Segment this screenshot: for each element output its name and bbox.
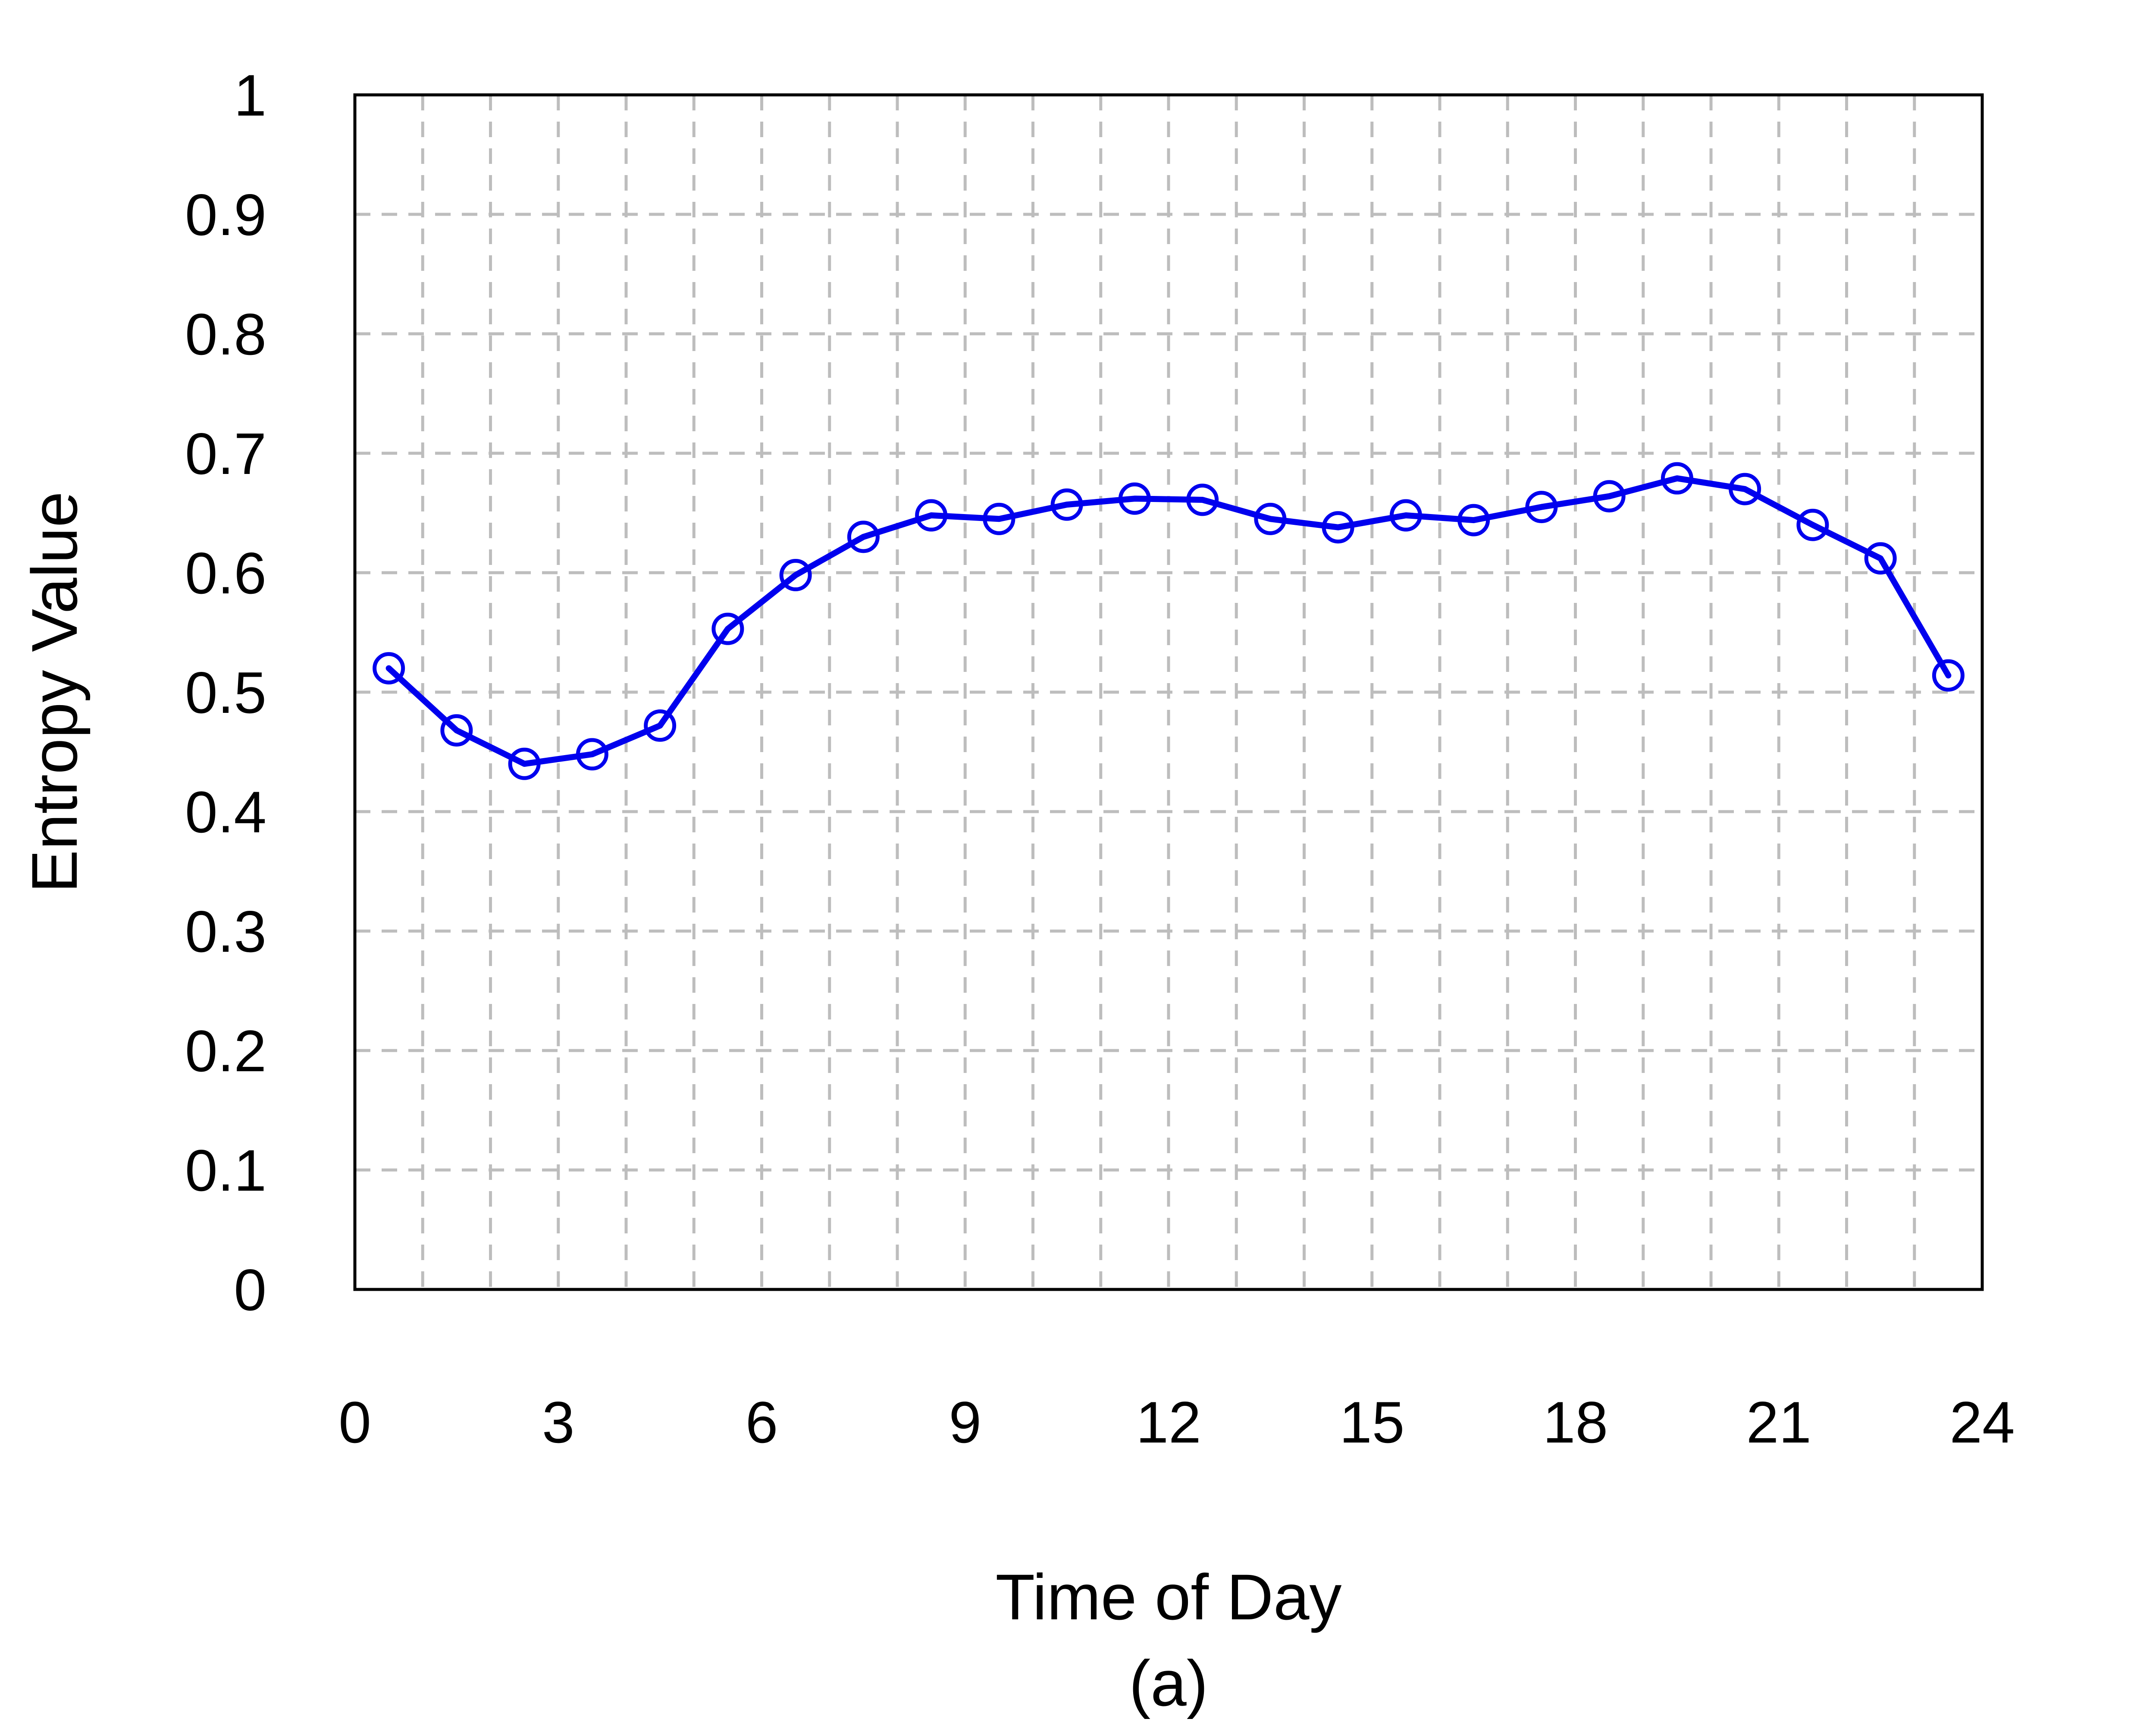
x-tick-label: 24 bbox=[1949, 1389, 2015, 1455]
y-tick-label: 0.2 bbox=[185, 1018, 266, 1084]
x-tick-label: 0 bbox=[338, 1389, 371, 1455]
data-point bbox=[1796, 508, 1829, 541]
y-tick-label: 0.7 bbox=[185, 421, 266, 486]
x-tick-label: 3 bbox=[542, 1389, 575, 1455]
data-point bbox=[1389, 499, 1422, 532]
y-tick-label: 0.1 bbox=[185, 1138, 266, 1203]
data-point bbox=[576, 738, 608, 771]
data-point bbox=[1457, 504, 1490, 536]
x-tick-label: 12 bbox=[1136, 1389, 1201, 1455]
y-tick-label: 0.9 bbox=[185, 182, 266, 248]
data-point bbox=[1593, 480, 1626, 513]
x-tick-label: 6 bbox=[746, 1389, 778, 1455]
x-tick-label: 15 bbox=[1339, 1389, 1404, 1455]
data-point bbox=[508, 747, 541, 780]
data-point bbox=[1864, 542, 1897, 575]
y-tick-label: 0.5 bbox=[185, 660, 266, 725]
y-tick-label: 1 bbox=[234, 63, 266, 128]
plot-frame bbox=[353, 93, 1984, 1291]
y-axis-label: Entropy Value bbox=[18, 491, 91, 893]
data-point bbox=[1118, 482, 1151, 515]
grid bbox=[355, 95, 1982, 1289]
x-tick-label: 9 bbox=[949, 1389, 981, 1455]
data-point bbox=[1661, 462, 1693, 495]
data-point bbox=[644, 709, 677, 742]
data-point bbox=[1729, 473, 1761, 505]
data-point bbox=[915, 499, 948, 532]
data-point bbox=[1186, 483, 1219, 516]
data-point bbox=[1322, 511, 1354, 544]
data-point bbox=[440, 714, 473, 747]
data-point bbox=[373, 652, 405, 685]
data-point bbox=[1525, 491, 1558, 524]
data-point bbox=[1932, 659, 1965, 692]
data-point bbox=[1254, 502, 1287, 535]
y-tick-label: 0.8 bbox=[185, 301, 266, 367]
data-point bbox=[847, 521, 880, 553]
series-line bbox=[385, 475, 1952, 767]
x-tick-label: 21 bbox=[1746, 1389, 1811, 1455]
y-tick-label: 0.3 bbox=[185, 899, 266, 964]
data-point bbox=[1050, 488, 1083, 521]
x-axis-label: Time of Day bbox=[996, 1561, 1342, 1633]
y-tick-label: 0.4 bbox=[185, 779, 266, 845]
data-point bbox=[711, 612, 744, 645]
data-point bbox=[779, 559, 812, 592]
figure-caption: (a) bbox=[1129, 1647, 1208, 1719]
data-point bbox=[983, 502, 1015, 535]
y-tick-label: 0.6 bbox=[185, 540, 266, 606]
series-layer bbox=[373, 462, 1965, 780]
y-tick-label: 0 bbox=[234, 1257, 266, 1323]
x-axis-ticks: 0 3 6 9 12 15 18 21 24 bbox=[338, 1389, 2015, 1455]
x-tick-label: 18 bbox=[1543, 1389, 1608, 1455]
y-axis-ticks: 0 0.1 0.2 0.3 0.4 0.5 0.6 0.7 0.8 0.9 1 bbox=[185, 63, 266, 1323]
